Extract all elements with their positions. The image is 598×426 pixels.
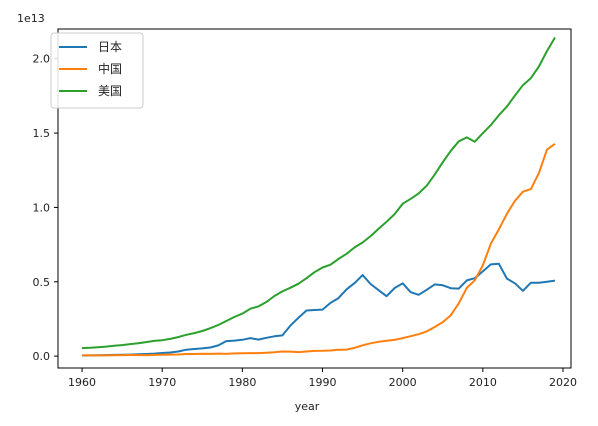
y-tick-label: 0.5 [33, 276, 51, 289]
legend-label-3: 美国 [98, 84, 122, 98]
x-axis: 1960 1970 1980 1990 2000 2010 2020 [68, 368, 577, 389]
x-tick-label: 2020 [549, 376, 577, 389]
x-tick-label: 1960 [68, 376, 96, 389]
x-tick-label: 1980 [228, 376, 256, 389]
y-axis: 0.0 0.5 1.0 1.5 2.0 [33, 53, 58, 363]
legend-label-1: 日本 [98, 40, 122, 54]
x-tick-label: 2000 [389, 376, 417, 389]
x-tick-label: 2010 [469, 376, 497, 389]
y-tick-label: 1.5 [33, 127, 51, 140]
y-tick-label: 0.0 [33, 350, 51, 363]
x-tick-label: 1990 [309, 376, 337, 389]
plot-area-frame [57, 28, 572, 369]
y-tick-label: 2.0 [33, 53, 51, 66]
y-tick-label: 1.0 [33, 201, 51, 214]
x-tick-label: 1970 [148, 376, 176, 389]
legend-label-2: 中国 [98, 61, 122, 76]
series-layer [81, 36, 556, 357]
legend-box [50, 32, 144, 109]
x-axis-label: year [295, 400, 320, 413]
series-line-3 [81, 36, 556, 350]
series-line-2 [81, 142, 556, 357]
y-offset-label: 1e13 [17, 12, 45, 25]
